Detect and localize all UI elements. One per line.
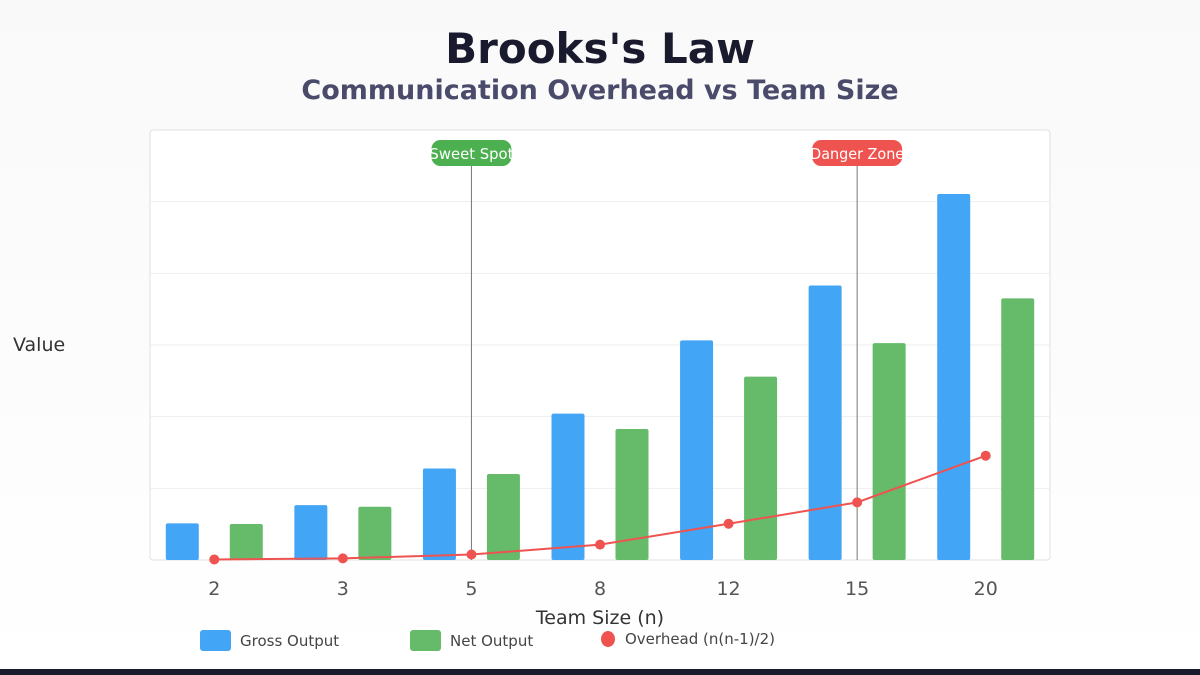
overhead-point [852,497,863,508]
footer-bar [0,669,1200,675]
legend-label: Net Output [450,631,534,650]
bar-gross [937,194,971,561]
x-tick-label: 8 [594,578,606,600]
x-tick-label: 3 [337,578,349,600]
legend-label: Gross Output [240,631,340,650]
bar-gross [422,468,456,560]
x-tick-label: 20 [974,578,998,600]
annotation-label: Danger Zone [810,145,904,163]
y-axis-label: Value [13,334,66,356]
legend-swatch-net [410,630,441,651]
bar-net [615,428,649,560]
x-tick-label: 12 [716,578,740,600]
bar-net [229,523,263,560]
chart-subtitle: Communication Overhead vs Team Size [301,75,899,106]
bar-gross [680,340,714,560]
overhead-point [723,518,734,529]
bar-net [744,376,778,560]
bar-net [486,474,520,560]
bar-gross [808,285,842,560]
bar-net [872,343,906,560]
overhead-point [595,539,605,550]
legend-item-gross: Gross Output [200,630,339,651]
legend-item-net: Net Output [410,630,533,651]
x-axis-label: Team Size (n) [535,607,665,629]
bar-net [358,506,392,560]
chart-title: Brooks's Law [445,24,755,73]
x-tick-label: 15 [845,578,869,600]
bar-net [1001,298,1035,560]
annotation-label: Sweet Spot [429,145,513,163]
annotation-badge [431,140,512,166]
overhead-point [466,549,477,560]
bar-gross [551,413,585,560]
overhead-point [209,554,220,565]
legend-swatch-gross [200,630,231,651]
annotation-badge [812,140,903,166]
bar-gross [165,523,199,560]
legend-marker-overhead [601,631,615,647]
legend-item-overhead: Overhead (n(n-1)/2) [601,630,775,648]
legend-label: Overhead (n(n-1)/2) [625,630,776,648]
overhead-point [337,553,348,564]
bar-gross [294,505,328,560]
x-tick-label: 5 [465,578,477,600]
overhead-point [980,450,991,461]
x-tick-label: 2 [208,578,220,600]
